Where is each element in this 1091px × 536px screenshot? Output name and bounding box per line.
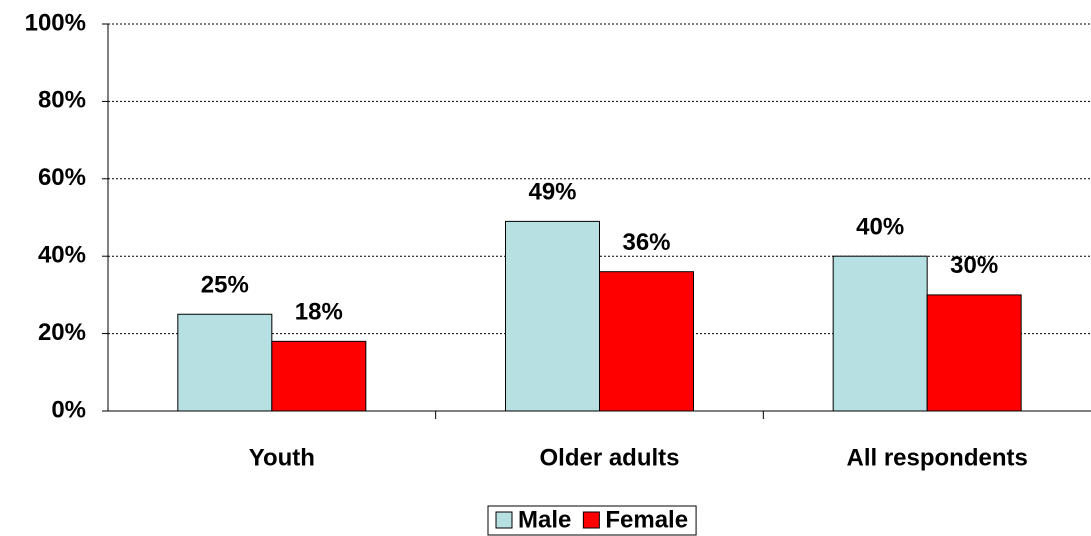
y-tick-label: 60%: [38, 164, 86, 191]
value-label: 49%: [528, 179, 576, 206]
value-label: 36%: [622, 229, 670, 256]
value-label: 40%: [856, 214, 904, 241]
bar: [926, 294, 1022, 412]
bar: [599, 271, 694, 412]
x-tick-label: Older adults: [539, 444, 679, 471]
value-label: 18%: [295, 299, 343, 326]
y-tick-label: 0%: [51, 396, 86, 423]
value-label: 25%: [201, 272, 249, 299]
legend-swatch: [495, 511, 513, 529]
legend-swatch: [582, 511, 600, 529]
y-tick-label: 100%: [25, 9, 86, 36]
x-tick-label: All respondents: [846, 444, 1027, 471]
value-label: 30%: [950, 252, 998, 279]
bar: [505, 220, 600, 412]
legend-label: Female: [605, 506, 688, 533]
bar: [177, 313, 273, 412]
bar: [832, 255, 928, 412]
y-tick-label: 40%: [38, 242, 86, 269]
y-tick-label: 80%: [38, 87, 86, 114]
bar: [271, 340, 367, 412]
legend-label: Male: [518, 506, 571, 533]
x-tick-label: Youth: [249, 444, 315, 471]
y-tick-label: 20%: [38, 319, 86, 346]
